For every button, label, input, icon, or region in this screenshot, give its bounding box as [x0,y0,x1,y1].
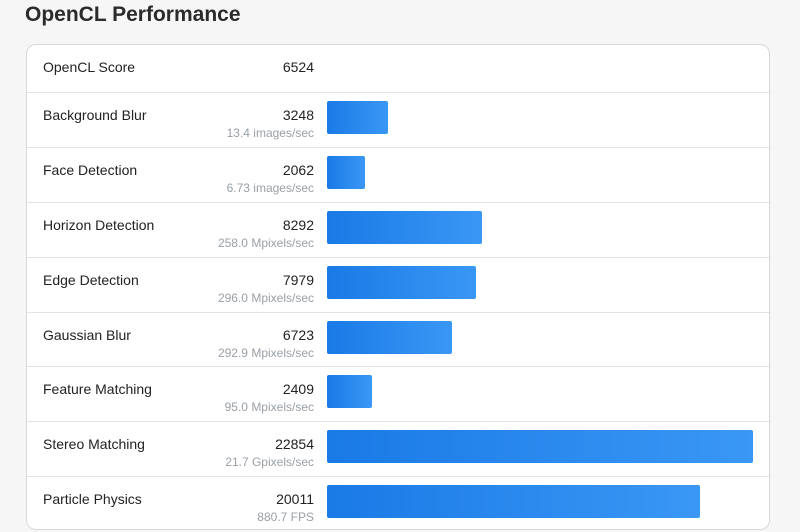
benchmark-name: Stereo Matching [43,436,145,452]
benchmark-name: Particle Physics [43,491,142,507]
overall-score-label: OpenCL Score [43,59,136,75]
benchmark-name: Background Blur [43,107,147,123]
overall-score-value: 6524 [282,59,314,75]
benchmark-name: Gaussian Blur [43,327,131,343]
benchmark-score: 22854 [275,436,314,452]
benchmark-bar [327,375,372,408]
benchmark-bar [327,430,753,463]
results-card: OpenCL Score 6524 Background Blur 3248 1… [26,44,770,530]
benchmark-rate: 292.9 Mpixels/sec [217,346,314,360]
benchmark-bar [327,156,365,189]
benchmark-score: 3248 [282,107,314,123]
benchmark-name: Feature Matching [43,381,152,397]
benchmark-score: 2062 [282,162,314,178]
benchmark-bar [327,485,700,518]
benchmark-row: Edge Detection 7979 296.0 Mpixels/sec [27,257,769,312]
benchmark-row: Stereo Matching 22854 21.7 Gpixels/sec [27,421,769,476]
benchmark-bar [327,266,476,299]
benchmark-score: 2409 [282,381,314,397]
benchmark-score: 20011 [276,491,314,507]
benchmark-bar [327,321,452,354]
benchmark-score: 8292 [282,217,314,233]
benchmark-name: Edge Detection [43,272,139,288]
benchmark-name: Horizon Detection [43,217,155,233]
benchmark-row: Gaussian Blur 6723 292.9 Mpixels/sec [27,312,769,366]
overall-score-row: OpenCL Score 6524 [27,45,769,92]
benchmark-rate: 21.7 Gpixels/sec [225,455,314,469]
benchmark-row: Feature Matching 2409 95.0 Mpixels/sec [27,366,769,421]
benchmark-name: Face Detection [43,162,138,178]
benchmark-row: Horizon Detection 8292 258.0 Mpixels/sec [27,202,769,257]
benchmark-rate: 13.4 images/sec [226,126,314,140]
benchmark-row: Background Blur 3248 13.4 images/sec [27,92,769,147]
benchmark-rate: 6.73 images/sec [226,181,314,195]
benchmark-score: 6723 [282,327,314,343]
benchmark-rate: 95.0 Mpixels/sec [224,400,314,414]
benchmark-row: Particle Physics 20011 880.7 FPS [27,476,769,529]
page-title: OpenCL Performance [25,3,241,26]
benchmark-row: Face Detection 2062 6.73 images/sec [27,147,769,202]
benchmark-rate: 296.0 Mpixels/sec [217,291,314,305]
benchmark-score: 7979 [282,272,314,288]
benchmark-rate: 880.7 FPS [257,510,314,524]
benchmark-bar [327,211,482,244]
benchmark-bar [327,101,388,134]
benchmark-rate: 258.0 Mpixels/sec [217,236,314,250]
